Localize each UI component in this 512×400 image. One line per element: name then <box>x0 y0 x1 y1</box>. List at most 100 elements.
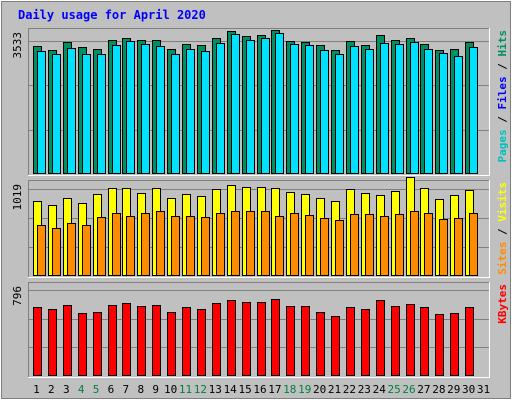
bar-kbytes-day-26 <box>406 304 415 376</box>
bar-sites-day-15 <box>246 211 255 276</box>
bar-files-day-8 <box>141 44 150 174</box>
series-legend-label: Sites / Visits <box>496 182 509 275</box>
x-tick-label-day-7: 7 <box>123 383 130 396</box>
legend-part: KBytes <box>496 284 509 324</box>
bar-kbytes-day-17 <box>271 299 280 376</box>
bar-kbytes-day-30 <box>465 307 474 376</box>
bar-kbytes-day-8 <box>137 306 146 376</box>
bar-sites-day-20 <box>320 218 329 276</box>
y-max-label: 3533 <box>11 32 24 59</box>
bar-kbytes-day-12 <box>197 309 206 376</box>
bar-kbytes-day-14 <box>227 300 236 376</box>
bar-sites-day-6 <box>112 213 121 276</box>
x-tick-label-day-24: 24 <box>373 383 387 396</box>
bar-sites-day-11 <box>186 216 195 276</box>
bar-sites-day-14 <box>231 211 240 276</box>
x-tick-label-day-29: 29 <box>447 383 460 396</box>
x-tick-label-day-31: 31 <box>477 383 490 396</box>
bar-files-day-3 <box>67 48 76 174</box>
legend-part: Sites <box>496 242 509 275</box>
bar-sites-day-13 <box>216 213 225 276</box>
x-tick-label-day-6: 6 <box>108 383 115 396</box>
bar-sites-day-22 <box>350 214 359 276</box>
bar-kbytes-day-11 <box>182 307 191 376</box>
bar-files-day-20 <box>320 50 329 174</box>
bar-files-day-17 <box>275 33 284 174</box>
bar-kbytes-day-29 <box>450 313 459 376</box>
x-axis-labels: 1 2 3 4 5 6 7 8 9 10 11 12 13 14 15 16 17 18 19 20 21 22 23 24 2… <box>33 383 490 396</box>
panel-kbytes: 796 KBytes <box>11 282 509 378</box>
x-tick-label-day-13: 13 <box>209 383 222 396</box>
bar-kbytes-day-7 <box>122 303 131 376</box>
bar-files-day-28 <box>439 53 448 174</box>
x-tick-label-day-21: 21 <box>328 383 341 396</box>
bar-kbytes-day-20 <box>316 312 325 376</box>
x-tick-label-day-30: 30 <box>462 383 475 396</box>
x-tick-label-day-22: 22 <box>343 383 356 396</box>
bar-sites-day-18 <box>290 213 299 276</box>
panel-visits-sites: 1019 Sites / Visits <box>11 177 509 278</box>
bar-kbytes-day-27 <box>420 307 429 376</box>
x-tick-label-day-16: 16 <box>253 383 266 396</box>
x-tick-label-day-25: 25 <box>388 383 401 396</box>
x-tick-label-day-18: 18 <box>283 383 296 396</box>
bar-files-day-9 <box>156 46 165 174</box>
bar-sites-day-30 <box>469 213 478 276</box>
bar-files-day-25 <box>395 44 404 174</box>
chart-title: Daily usage for April 2020 <box>18 8 206 22</box>
x-tick-label-day-27: 27 <box>417 383 430 396</box>
bar-kbytes-day-22 <box>346 307 355 376</box>
x-tick-label-day-1: 1 <box>33 383 40 396</box>
panel-pages-files-hits: 3533 Pages / Files / Hits <box>11 28 509 176</box>
bar-sites-day-28 <box>439 219 448 276</box>
bar-files-day-30 <box>469 47 478 174</box>
bar-sites-day-7 <box>126 216 135 276</box>
bar-kbytes-day-10 <box>167 312 176 376</box>
legend-part: / <box>496 110 509 130</box>
x-tick-label-day-2: 2 <box>48 383 55 396</box>
x-tick-label-day-11: 11 <box>179 383 192 396</box>
legend-part: Files <box>496 76 509 109</box>
bar-files-day-2 <box>52 54 61 174</box>
bar-kbytes-day-5 <box>93 312 102 376</box>
bar-files-day-6 <box>112 45 121 174</box>
legend-part: / <box>496 222 509 242</box>
legend-part: Visits <box>496 182 509 222</box>
bar-sites-day-26 <box>410 211 419 276</box>
bar-files-day-1 <box>37 51 46 174</box>
x-tick-label-day-10: 10 <box>164 383 177 396</box>
x-tick-label-day-5: 5 <box>93 383 100 396</box>
bar-sites-day-2 <box>52 228 61 276</box>
bar-files-day-7 <box>126 41 135 174</box>
bar-files-day-15 <box>246 40 255 174</box>
bar-sites-day-8 <box>141 213 150 276</box>
series-legend-label: KBytes <box>496 284 509 324</box>
bar-sites-day-4 <box>82 225 91 276</box>
bar-kbytes-day-4 <box>78 313 87 376</box>
bar-files-day-24 <box>380 43 389 174</box>
bar-kbytes-day-3 <box>63 305 72 376</box>
bar-files-day-23 <box>365 49 374 174</box>
bar-files-day-18 <box>290 44 299 174</box>
bar-kbytes-day-6 <box>108 305 117 376</box>
bar-sites-day-1 <box>37 225 46 276</box>
x-tick-label-day-23: 23 <box>358 383 371 396</box>
bar-sites-day-12 <box>201 217 210 276</box>
bar-kbytes-day-15 <box>242 302 251 376</box>
bar-sites-day-19 <box>305 215 314 276</box>
bar-sites-day-25 <box>395 214 404 276</box>
bar-files-day-22 <box>350 46 359 174</box>
legend-part: Hits <box>496 30 509 57</box>
y-max-label: 1019 <box>11 184 24 211</box>
bar-sites-day-3 <box>67 223 76 276</box>
bar-kbytes-day-9 <box>152 305 161 376</box>
x-tick-label-day-3: 3 <box>63 383 70 396</box>
bar-sites-day-5 <box>97 217 106 276</box>
bar-sites-day-16 <box>261 211 270 276</box>
bar-sites-day-24 <box>380 216 389 276</box>
bar-kbytes-day-13 <box>212 303 221 376</box>
x-tick-label-day-14: 14 <box>224 383 238 396</box>
bar-kbytes-day-18 <box>286 306 295 376</box>
